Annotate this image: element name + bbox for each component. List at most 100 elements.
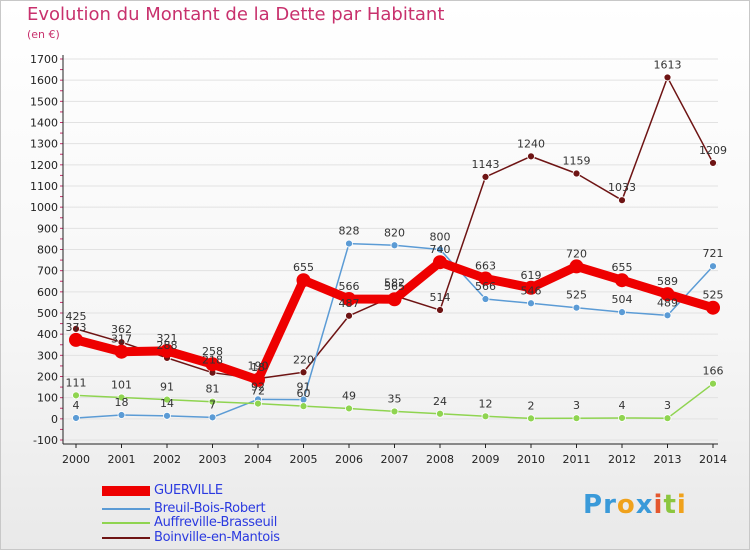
data-label: 72: [251, 385, 265, 398]
data-point: [709, 379, 717, 388]
series-lines: [69, 73, 720, 423]
y-tick-label: 1600: [30, 74, 58, 87]
data-label: 49: [342, 389, 356, 402]
x-tick-label: 2006: [335, 453, 363, 466]
data-point: [433, 255, 447, 270]
data-point: [572, 169, 581, 178]
data-point: [663, 73, 672, 82]
data-label: 190: [248, 360, 269, 373]
data-point: [436, 306, 444, 314]
x-tick-label: 2002: [153, 453, 181, 466]
data-label: 3: [664, 399, 671, 412]
data-point: [205, 357, 220, 372]
data-point: [72, 391, 80, 400]
data-point: [208, 397, 217, 406]
data-label: 7: [209, 398, 216, 411]
data-point: [299, 368, 308, 377]
y-tick-label: 800: [37, 244, 58, 257]
y-tick-label: 200: [37, 371, 58, 384]
data-point: [163, 411, 171, 420]
x-tick-label: 2010: [517, 453, 545, 466]
data-label: 258: [202, 345, 223, 358]
data-label: 546: [521, 284, 542, 297]
data-label: 24: [433, 395, 447, 408]
y-tick-label: 1000: [30, 201, 58, 214]
data-point: [663, 311, 672, 320]
data-label: 362: [111, 323, 132, 336]
data-label: 1159: [563, 155, 591, 168]
data-point: [254, 399, 262, 408]
data-point: [618, 308, 626, 317]
data-label: 12: [479, 397, 493, 410]
data-point: [436, 245, 444, 254]
x-tick-label: 2005: [290, 453, 318, 466]
data-label: 91: [297, 381, 311, 394]
data-label: 60: [297, 387, 311, 400]
legend-label: Boinville-en-Mantois: [154, 530, 280, 545]
data-label: 166: [703, 365, 724, 378]
grid-lines: [63, 58, 718, 441]
chart-title: Evolution du Montant de la Dette par Hab…: [27, 4, 445, 25]
data-label: 373: [66, 321, 87, 334]
data-label: 566: [475, 280, 496, 293]
data-label: 655: [293, 261, 314, 274]
data-point: [663, 414, 672, 423]
data-label: 18: [251, 361, 265, 374]
data-point: [527, 152, 535, 161]
y-tick-label: 900: [37, 222, 58, 235]
data-point: [72, 324, 80, 333]
data-label: 4: [619, 399, 626, 412]
data-point: [345, 311, 353, 320]
x-tick-label: 2003: [199, 453, 227, 466]
data-label: 1240: [517, 137, 545, 150]
data-point: [208, 413, 217, 422]
legend-swatch: [102, 522, 150, 524]
data-point: [615, 273, 629, 288]
x-tick-label: 2007: [381, 453, 409, 466]
data-label: 1209: [699, 144, 727, 157]
data-label: 565: [384, 280, 405, 293]
data-label: 525: [566, 289, 587, 302]
data-label: 619: [521, 269, 542, 282]
y-tick-label: 1200: [30, 159, 58, 172]
data-point: [436, 409, 444, 418]
data-label: 4: [73, 399, 80, 412]
data-label: 740: [430, 243, 451, 256]
data-label: 721: [703, 247, 724, 260]
data-point: [660, 287, 675, 302]
data-label: 525: [703, 289, 724, 302]
data-point: [481, 172, 490, 181]
data-point: [709, 159, 717, 167]
data-label: 800: [430, 231, 451, 244]
legend-swatch: [102, 537, 150, 539]
axes: [60, 55, 718, 448]
x-tick-label: 2000: [62, 453, 90, 466]
data-point: [524, 280, 538, 295]
data-point: [709, 262, 717, 271]
x-tick-label: 2013: [654, 453, 682, 466]
x-tick-label: 2001: [108, 453, 136, 466]
data-label: 425: [66, 310, 87, 323]
brand-logo: Proxiti: [583, 490, 687, 520]
data-label: 14: [160, 397, 174, 410]
data-label: 2: [528, 399, 535, 412]
data-label: 489: [657, 296, 678, 309]
y-tick-label: 1700: [30, 53, 58, 66]
data-point: [527, 414, 535, 423]
legend-label: Auffreville-Brasseuil: [154, 515, 278, 530]
data-label: 317: [111, 333, 132, 346]
data-label: 81: [206, 383, 220, 396]
data-point: [160, 343, 174, 358]
data-point: [345, 239, 353, 248]
data-point: [299, 402, 308, 411]
data-label: 663: [475, 259, 496, 272]
x-tick-label: 2008: [426, 453, 454, 466]
data-label: 1033: [608, 181, 636, 194]
data-point: [572, 303, 581, 312]
legend-label: GUERVILLE: [154, 483, 223, 498]
data-point: [117, 411, 126, 419]
data-point: [481, 412, 490, 421]
data-label: 321: [157, 332, 178, 345]
